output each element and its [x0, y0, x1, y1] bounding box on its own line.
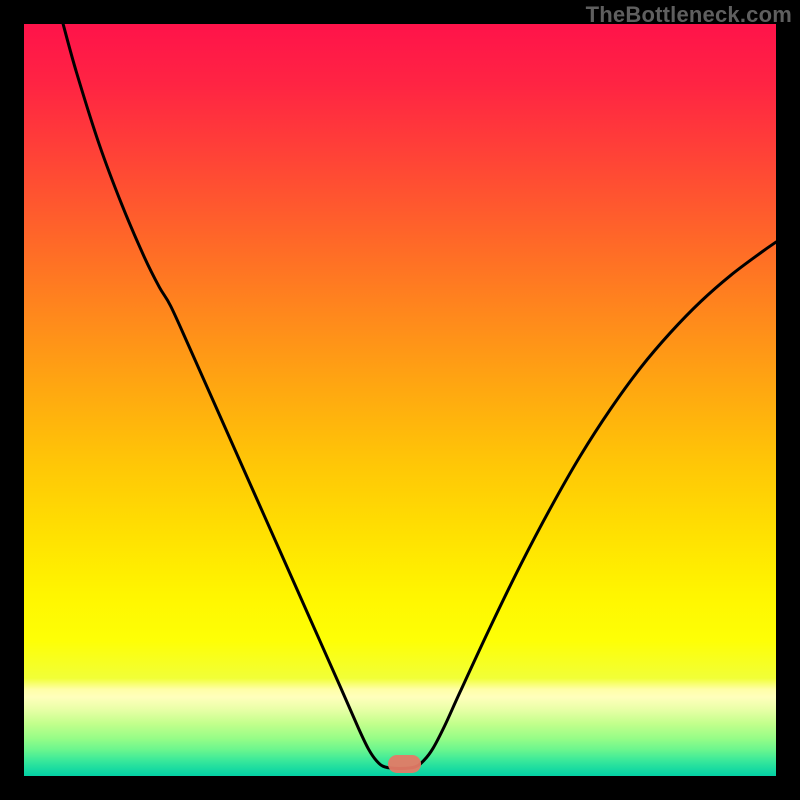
chart-frame: TheBottleneck.com [0, 0, 800, 800]
plot-area [24, 24, 776, 776]
gradient-background [24, 24, 776, 776]
minimum-marker [388, 755, 421, 773]
bottleneck-curve-chart [24, 24, 776, 776]
